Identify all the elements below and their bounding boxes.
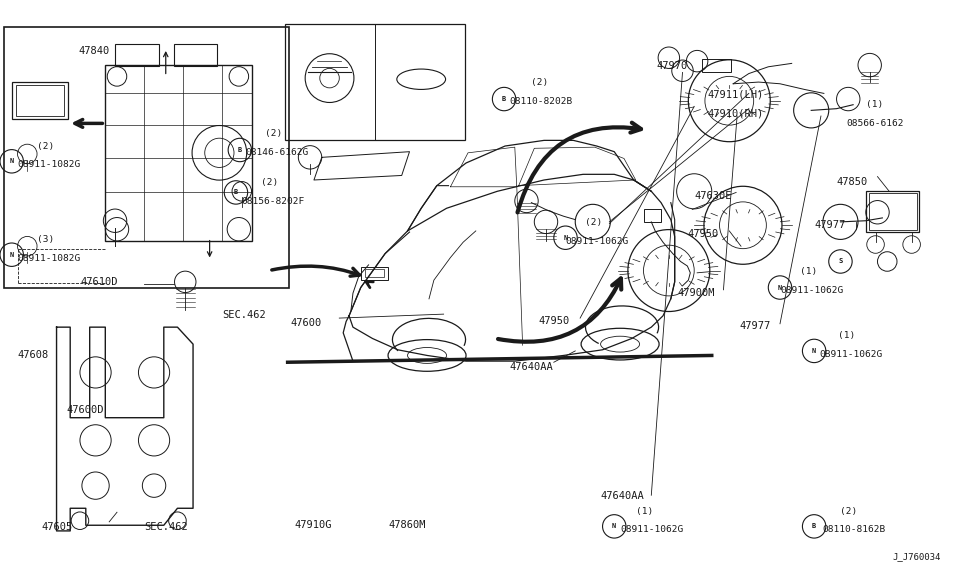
Text: (1): (1)	[800, 267, 817, 276]
Text: (2): (2)	[261, 178, 279, 187]
Text: SEC.462: SEC.462	[144, 522, 188, 533]
Text: J_J760034: J_J760034	[892, 552, 941, 561]
Bar	[12, 82, 68, 119]
Text: SEC.462: SEC.462	[222, 310, 266, 320]
Text: 47977: 47977	[814, 220, 845, 230]
Bar	[365, 269, 384, 277]
Text: 47977: 47977	[739, 321, 770, 332]
Text: 47640AA: 47640AA	[509, 362, 553, 372]
Text: 47640AA: 47640AA	[601, 491, 644, 501]
Text: (2): (2)	[585, 218, 603, 227]
Text: (2): (2)	[840, 507, 858, 516]
Text: 08110-8162B: 08110-8162B	[822, 525, 885, 534]
Text: N: N	[10, 252, 14, 258]
Text: 47860M: 47860M	[388, 520, 425, 530]
Text: 47950: 47950	[687, 229, 719, 239]
Text: 08911-1082G: 08911-1082G	[18, 160, 81, 169]
Text: (1): (1)	[866, 100, 883, 109]
Text: 0B911-1062G: 0B911-1062G	[819, 350, 882, 359]
Text: S: S	[838, 259, 842, 264]
Text: 08146-6162G: 08146-6162G	[246, 148, 309, 157]
Text: 47850: 47850	[837, 177, 868, 187]
Bar	[16, 85, 64, 116]
Text: B: B	[238, 147, 242, 153]
Bar	[869, 193, 916, 230]
Text: B: B	[502, 96, 506, 102]
Text: 47970: 47970	[656, 61, 687, 71]
Text: (1): (1)	[636, 507, 653, 516]
Text: 08156-8202F: 08156-8202F	[242, 197, 305, 206]
Text: 47608: 47608	[18, 350, 49, 360]
Text: N: N	[564, 235, 567, 241]
Bar	[105, 65, 252, 241]
Text: 47600D: 47600D	[66, 405, 103, 415]
Text: N: N	[812, 348, 816, 354]
Text: N: N	[10, 158, 14, 164]
Bar	[361, 267, 388, 280]
Text: B: B	[234, 190, 238, 195]
Text: 47610D: 47610D	[80, 277, 117, 288]
Text: 47910G: 47910G	[294, 520, 332, 530]
Text: 47630E: 47630E	[694, 191, 731, 201]
Text: N: N	[612, 524, 616, 529]
Text: 47900M: 47900M	[678, 288, 715, 298]
Text: 47910(RH): 47910(RH)	[708, 109, 764, 119]
Text: 08110-8202B: 08110-8202B	[509, 97, 572, 106]
Text: 47600: 47600	[291, 318, 322, 328]
Text: (2): (2)	[265, 129, 283, 138]
Text: 08911-1062G: 08911-1062G	[620, 525, 683, 534]
Bar	[115, 44, 159, 66]
Text: 08911-1062G: 08911-1062G	[780, 286, 843, 295]
Text: 47605: 47605	[42, 522, 73, 533]
Text: 47950: 47950	[538, 316, 569, 326]
Text: (1): (1)	[838, 331, 856, 340]
Text: 47911(LH): 47911(LH)	[708, 89, 764, 100]
Text: 08566-6162: 08566-6162	[846, 119, 904, 128]
Bar	[644, 209, 661, 222]
Text: (2): (2)	[37, 142, 55, 151]
Bar	[285, 24, 465, 140]
Text: (2): (2)	[531, 78, 549, 87]
Bar	[702, 59, 731, 72]
Text: (3): (3)	[37, 235, 55, 244]
Text: B: B	[812, 524, 816, 529]
Bar	[866, 191, 919, 232]
Text: 08911-1062G: 08911-1062G	[566, 237, 629, 246]
Bar	[4, 27, 289, 288]
Bar	[174, 44, 217, 66]
Text: N: N	[778, 285, 782, 290]
Text: 08911-1082G: 08911-1082G	[18, 254, 81, 263]
Text: 47840: 47840	[78, 46, 109, 57]
